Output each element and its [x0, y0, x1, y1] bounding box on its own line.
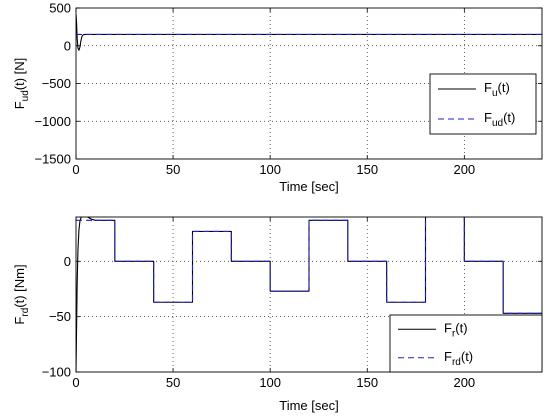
x-tick-label: 100 [259, 162, 281, 177]
y-axis-label: Frd(t) [Nm] [12, 264, 31, 324]
x-tick-label: 100 [259, 375, 281, 390]
legend-box [429, 73, 537, 135]
x-tick-label: 50 [166, 162, 180, 177]
y-tick-label: 500 [49, 1, 71, 16]
chart-1: 0 50 100 150 200 500 0 −500 −1000 −1500 Time [sec]… [12, 1, 543, 194]
x-tick-label: 200 [453, 375, 475, 390]
legend-label: Frd(t) [444, 349, 473, 368]
legend-label: Fr(t) [444, 320, 468, 339]
y-tick-label: −1000 [34, 114, 71, 129]
y-tick-label: −500 [42, 76, 71, 91]
axes-box [75, 7, 543, 160]
y-tick-label: −50 [49, 309, 71, 324]
x-axis-label: Time [sec] [279, 398, 338, 413]
legend: Fu(t) Fud(t) [429, 73, 537, 135]
y-tick-label: 0 [64, 254, 71, 269]
x-tick-label: 150 [356, 162, 378, 177]
x-tick-label: 150 [356, 375, 378, 390]
x-tick-label: 50 [166, 375, 180, 390]
y-axis-label: Fud(t) [N] [12, 58, 31, 110]
y-tick-label: −100 [42, 365, 71, 380]
series-group [76, 14, 542, 51]
legend-label: Fu(t) [484, 80, 510, 99]
legend-label: Fud(t) [484, 110, 515, 129]
chart-2: 0 50 100 150 200 0 −50 −100 Time [sec] Frd(t) [Nm… [12, 216, 543, 413]
legend: Fr(t) Frd(t) [389, 314, 543, 373]
x-axis-label: Time [sec] [279, 179, 338, 194]
axes-box [75, 216, 543, 373]
x-tick-label: 0 [72, 375, 79, 390]
y-tick-label: −1500 [34, 152, 71, 167]
legend-box [389, 314, 543, 373]
x-tick-label: 200 [453, 162, 475, 177]
series-group [76, 217, 542, 372]
x-tick-label: 0 [72, 162, 79, 177]
y-tick-label: 0 [64, 38, 71, 53]
series-line-frd [76, 217, 542, 314]
